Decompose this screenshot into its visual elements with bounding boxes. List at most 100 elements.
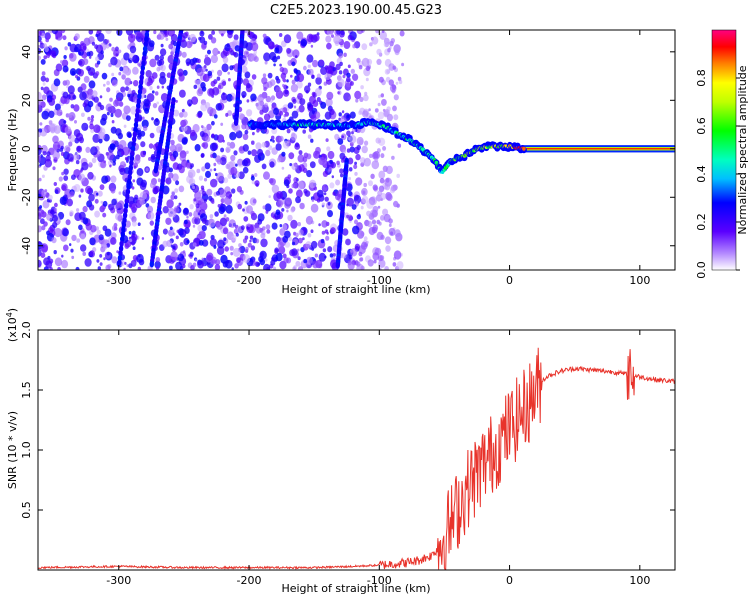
noise-speck (65, 79, 70, 86)
noise-speck (281, 77, 286, 82)
noise-speck (296, 81, 303, 89)
noise-speck (132, 66, 139, 75)
noise-speck (96, 259, 100, 263)
noise-speck (90, 71, 94, 75)
noise-speck (87, 116, 91, 121)
noise-speck (265, 224, 271, 230)
noise-speck (140, 150, 146, 158)
noise-speck (168, 172, 174, 179)
noise-speck (136, 253, 144, 263)
noise-speck (38, 225, 42, 233)
noise-speck (132, 54, 140, 64)
noise-speck (118, 191, 122, 195)
noise-speck (120, 161, 126, 169)
noise-streak (134, 112, 140, 119)
noise-speck (246, 99, 250, 103)
noise-speck (242, 159, 248, 167)
noise-speck (347, 64, 351, 69)
noise-speck (367, 259, 374, 267)
noise-speck (89, 237, 96, 246)
noise-speck (353, 194, 362, 204)
noise-speck (361, 195, 369, 204)
noise-speck (336, 30, 341, 35)
noise-speck (261, 77, 268, 85)
noise-speck (306, 170, 313, 178)
noise-speck (61, 59, 69, 68)
noise-speck (78, 69, 84, 77)
noise-streak (125, 193, 130, 200)
noise-speck (54, 202, 58, 208)
noise-speck (314, 253, 319, 258)
noise-speck (98, 234, 104, 241)
noise-speck (95, 226, 100, 231)
noise-speck (218, 82, 224, 90)
noise-speck (332, 191, 336, 196)
noise-speck (353, 146, 360, 154)
noise-speck (306, 256, 313, 265)
noise-speck (149, 85, 153, 91)
noise-speck (360, 85, 364, 90)
noise-speck (386, 193, 393, 202)
noise-speck (261, 141, 267, 148)
noise-speck (298, 150, 303, 155)
noise-speck (346, 203, 349, 207)
noise-speck (377, 205, 381, 209)
noise-streak (134, 117, 139, 124)
noise-speck (279, 63, 282, 67)
noise-speck (247, 150, 252, 155)
noise-speck (325, 235, 330, 241)
noise-speck (164, 31, 168, 36)
noise-speck (150, 155, 157, 163)
noise-speck (255, 261, 260, 267)
noise-speck (124, 243, 130, 250)
noise-speck (348, 167, 353, 172)
noise-speck (63, 97, 70, 105)
noise-speck (212, 152, 217, 159)
noise-speck (378, 259, 386, 268)
noise-speck (359, 96, 364, 102)
noise-speck (356, 261, 361, 267)
noise-speck (320, 101, 327, 109)
noise-speck (197, 260, 204, 269)
noise-speck (388, 79, 394, 86)
noise-speck (111, 46, 116, 52)
noise-speck (156, 59, 163, 67)
noise-speck (302, 237, 305, 241)
noise-speck (292, 266, 296, 270)
noise-speck (42, 145, 48, 152)
noise-speck (61, 254, 64, 258)
noise-speck (61, 236, 66, 242)
noise-speck (227, 31, 233, 39)
noise-speck (286, 79, 289, 83)
noise-speck (76, 238, 81, 243)
noise-speck (369, 153, 373, 158)
noise-speck (204, 54, 209, 59)
noise-speck (88, 193, 95, 202)
noise-speck (88, 80, 96, 89)
noise-speck (168, 43, 174, 50)
noise-speck (162, 228, 168, 235)
noise-speck (170, 244, 174, 248)
noise-speck (111, 72, 115, 77)
noise-speck (155, 257, 161, 263)
noise-speck (38, 241, 41, 244)
snr-scale-label: (x104) (5, 308, 19, 342)
noise-speck (139, 198, 145, 206)
noise-speck (193, 198, 197, 202)
noise-speck (73, 104, 80, 112)
noise-speck (288, 236, 292, 242)
noise-speck (371, 219, 377, 225)
noise-speck (124, 220, 131, 228)
noise-speck (337, 91, 340, 95)
noise-speck (61, 259, 69, 269)
noise-speck (86, 51, 91, 57)
noise-speck (119, 167, 126, 176)
noise-speck (381, 98, 387, 106)
noise-speck (154, 54, 160, 61)
noise-speck (340, 30, 345, 36)
noise-speck (102, 225, 108, 232)
noise-speck (320, 66, 328, 76)
noise-speck (369, 209, 377, 218)
noise-speck (361, 145, 368, 154)
noise-speck (106, 111, 110, 116)
